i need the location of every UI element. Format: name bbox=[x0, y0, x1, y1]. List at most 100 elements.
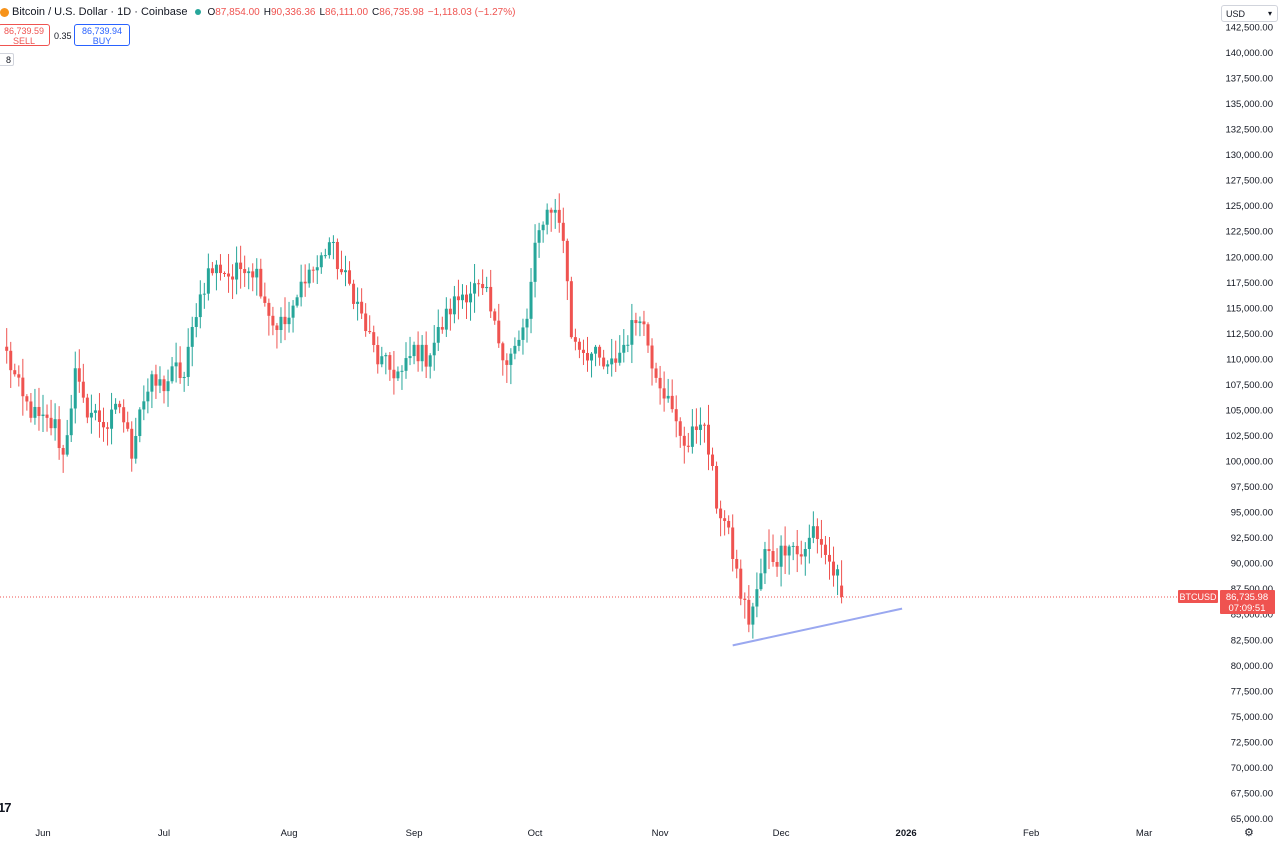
candle-body bbox=[275, 325, 279, 330]
candle-body bbox=[819, 539, 823, 545]
candle-body bbox=[396, 371, 400, 379]
price-axis: 65,000.00 67,500.00 70,000.00 72,500.00 75,0… bbox=[1225, 22, 1273, 825]
candle-body bbox=[533, 242, 537, 282]
buy-button[interactable]: 86,739.94 BUY bbox=[74, 24, 130, 46]
candle-body bbox=[303, 281, 307, 284]
candle-body bbox=[456, 296, 460, 301]
candle-body bbox=[545, 209, 549, 225]
candle-body bbox=[791, 545, 795, 547]
candle-body bbox=[674, 409, 678, 422]
candle-body bbox=[33, 406, 37, 418]
candle-body bbox=[723, 518, 727, 521]
ohlc-low-label: L bbox=[319, 6, 326, 18]
candle-body bbox=[823, 544, 827, 555]
countdown-label: 07:09:51 bbox=[1229, 603, 1266, 614]
symbol-title[interactable]: Bitcoin / U.S. Dollar · 1D · Coinbase bbox=[12, 6, 188, 18]
price-tick-label: 130,000.00 bbox=[1225, 150, 1273, 161]
candle-body bbox=[610, 358, 614, 365]
candle-body bbox=[198, 294, 202, 318]
candle-body bbox=[162, 379, 166, 392]
candle-body bbox=[743, 598, 747, 600]
candle-body bbox=[93, 410, 97, 413]
candle-body bbox=[715, 465, 719, 509]
currency-selector[interactable]: USD ▾ bbox=[1221, 5, 1278, 22]
candle-body bbox=[497, 320, 501, 344]
candle-body bbox=[626, 344, 630, 346]
candle-body bbox=[577, 341, 581, 350]
candle-body bbox=[45, 414, 49, 418]
candle-body bbox=[473, 283, 477, 294]
price-tick-label: 105,000.00 bbox=[1225, 405, 1273, 416]
candle-body bbox=[634, 320, 638, 324]
candle-body bbox=[585, 352, 589, 361]
candle-body bbox=[755, 589, 759, 607]
candle-body bbox=[787, 546, 791, 556]
candle-body bbox=[747, 599, 751, 625]
candle-body bbox=[783, 545, 787, 556]
candle-body bbox=[513, 345, 517, 354]
candle-body bbox=[521, 327, 525, 340]
candle-body bbox=[489, 286, 493, 312]
price-tick-label: 77,500.00 bbox=[1231, 686, 1273, 697]
tradingview-logo[interactable]: 17 bbox=[0, 800, 12, 815]
candle-body bbox=[263, 296, 267, 303]
candle-body bbox=[154, 374, 158, 386]
candle-body bbox=[5, 346, 9, 351]
ohlc-close-label: C bbox=[372, 6, 380, 18]
price-tick-label: 95,000.00 bbox=[1231, 508, 1273, 519]
ohlc-close-value: 86,735.98 bbox=[379, 6, 424, 18]
candle-body bbox=[711, 454, 715, 466]
gear-icon[interactable]: ⚙ bbox=[1244, 827, 1254, 839]
candle-body bbox=[666, 395, 670, 399]
candle-body bbox=[505, 360, 509, 365]
candle-body bbox=[706, 424, 710, 455]
candle-body bbox=[352, 283, 356, 304]
price-tick-label: 70,000.00 bbox=[1231, 763, 1273, 774]
price-tick-label: 97,500.00 bbox=[1231, 482, 1273, 493]
candle-body bbox=[202, 293, 206, 295]
price-tick-label: 102,500.00 bbox=[1225, 431, 1273, 442]
candle-body bbox=[182, 376, 186, 379]
candle-body bbox=[73, 368, 77, 409]
price-tick-label: 65,000.00 bbox=[1231, 814, 1273, 825]
candle-body bbox=[17, 374, 21, 378]
trendline[interactable] bbox=[732, 607, 903, 647]
candle-body bbox=[477, 283, 481, 285]
candle-body bbox=[799, 554, 803, 557]
candle-body bbox=[670, 395, 674, 410]
price-tick-label: 80,000.00 bbox=[1231, 661, 1273, 672]
candle-body bbox=[553, 209, 557, 213]
chart-header: Bitcoin / U.S. Dollar · 1D · Coinbase O 8… bbox=[0, 6, 519, 18]
candle-body bbox=[606, 364, 610, 367]
candle-body bbox=[404, 358, 408, 371]
candle-body bbox=[493, 311, 497, 321]
indicators-collapse-button[interactable]: 8 bbox=[0, 53, 14, 66]
time-tick-label: Feb bbox=[1023, 828, 1039, 839]
candle-body bbox=[146, 391, 150, 402]
candle-body bbox=[767, 549, 771, 552]
candle-body bbox=[408, 356, 412, 359]
candle-body bbox=[271, 315, 275, 326]
candle-body bbox=[739, 568, 743, 599]
candle-body bbox=[690, 426, 694, 447]
candle-body bbox=[594, 346, 598, 354]
candle-body bbox=[364, 313, 368, 332]
candle-body bbox=[549, 209, 553, 213]
candle-body bbox=[630, 320, 634, 345]
ohlc-open-label: O bbox=[207, 6, 216, 18]
candle-body bbox=[376, 345, 380, 365]
sell-button[interactable]: 86,739.59 SELL bbox=[0, 24, 50, 46]
candle-body bbox=[702, 424, 706, 426]
candle-body bbox=[795, 545, 799, 555]
candle-body bbox=[255, 268, 259, 278]
candle-body bbox=[763, 549, 767, 574]
candle-body bbox=[416, 344, 420, 362]
symbol-tag: BTCUSD bbox=[1179, 592, 1217, 602]
candle-body bbox=[803, 548, 807, 557]
candle-body bbox=[283, 316, 287, 325]
candle-body bbox=[218, 264, 222, 274]
candle-body bbox=[53, 419, 57, 429]
candle-body bbox=[565, 240, 569, 282]
candle-body bbox=[307, 269, 311, 284]
